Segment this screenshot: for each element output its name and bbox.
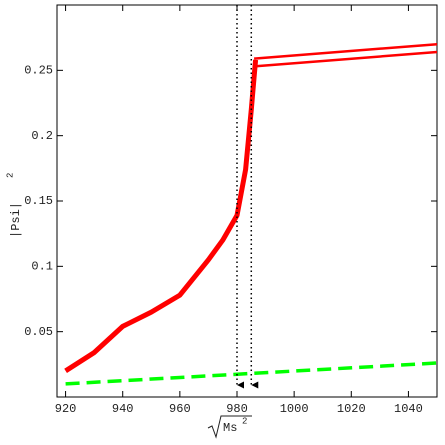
y-label-base: |Psi| (9, 202, 23, 238)
plot-frame (56, 4, 438, 398)
x-tick-label: 1000 (280, 402, 309, 416)
x-axis-label: Ms 2 (207, 415, 252, 439)
line-series (64, 59, 259, 374)
y-tick-label: 0.05 (24, 325, 53, 339)
y-tick-label: 0.25 (24, 64, 53, 78)
x-label-radicand: Ms (223, 421, 237, 435)
x-tick-label: 1020 (337, 402, 366, 416)
y-label-exponent: 2 (5, 173, 15, 178)
y-tick-label: 0.2 (31, 129, 53, 143)
x-tick-label: 940 (112, 402, 134, 416)
x-tick-label: 960 (169, 402, 191, 416)
y-tick-label: 0.15 (24, 194, 53, 208)
y-axis-label: |Psi| 2 (5, 173, 23, 238)
line-series (254, 42, 438, 60)
radical-sign (207, 415, 252, 439)
line-series (254, 50, 438, 68)
x-tick-label: 980 (226, 402, 248, 416)
y-tick-label: 0.1 (31, 260, 53, 274)
x-tick-label: 1040 (394, 402, 423, 416)
x-label-exponent: 2 (242, 416, 247, 426)
x-tick-label: 920 (55, 402, 77, 416)
